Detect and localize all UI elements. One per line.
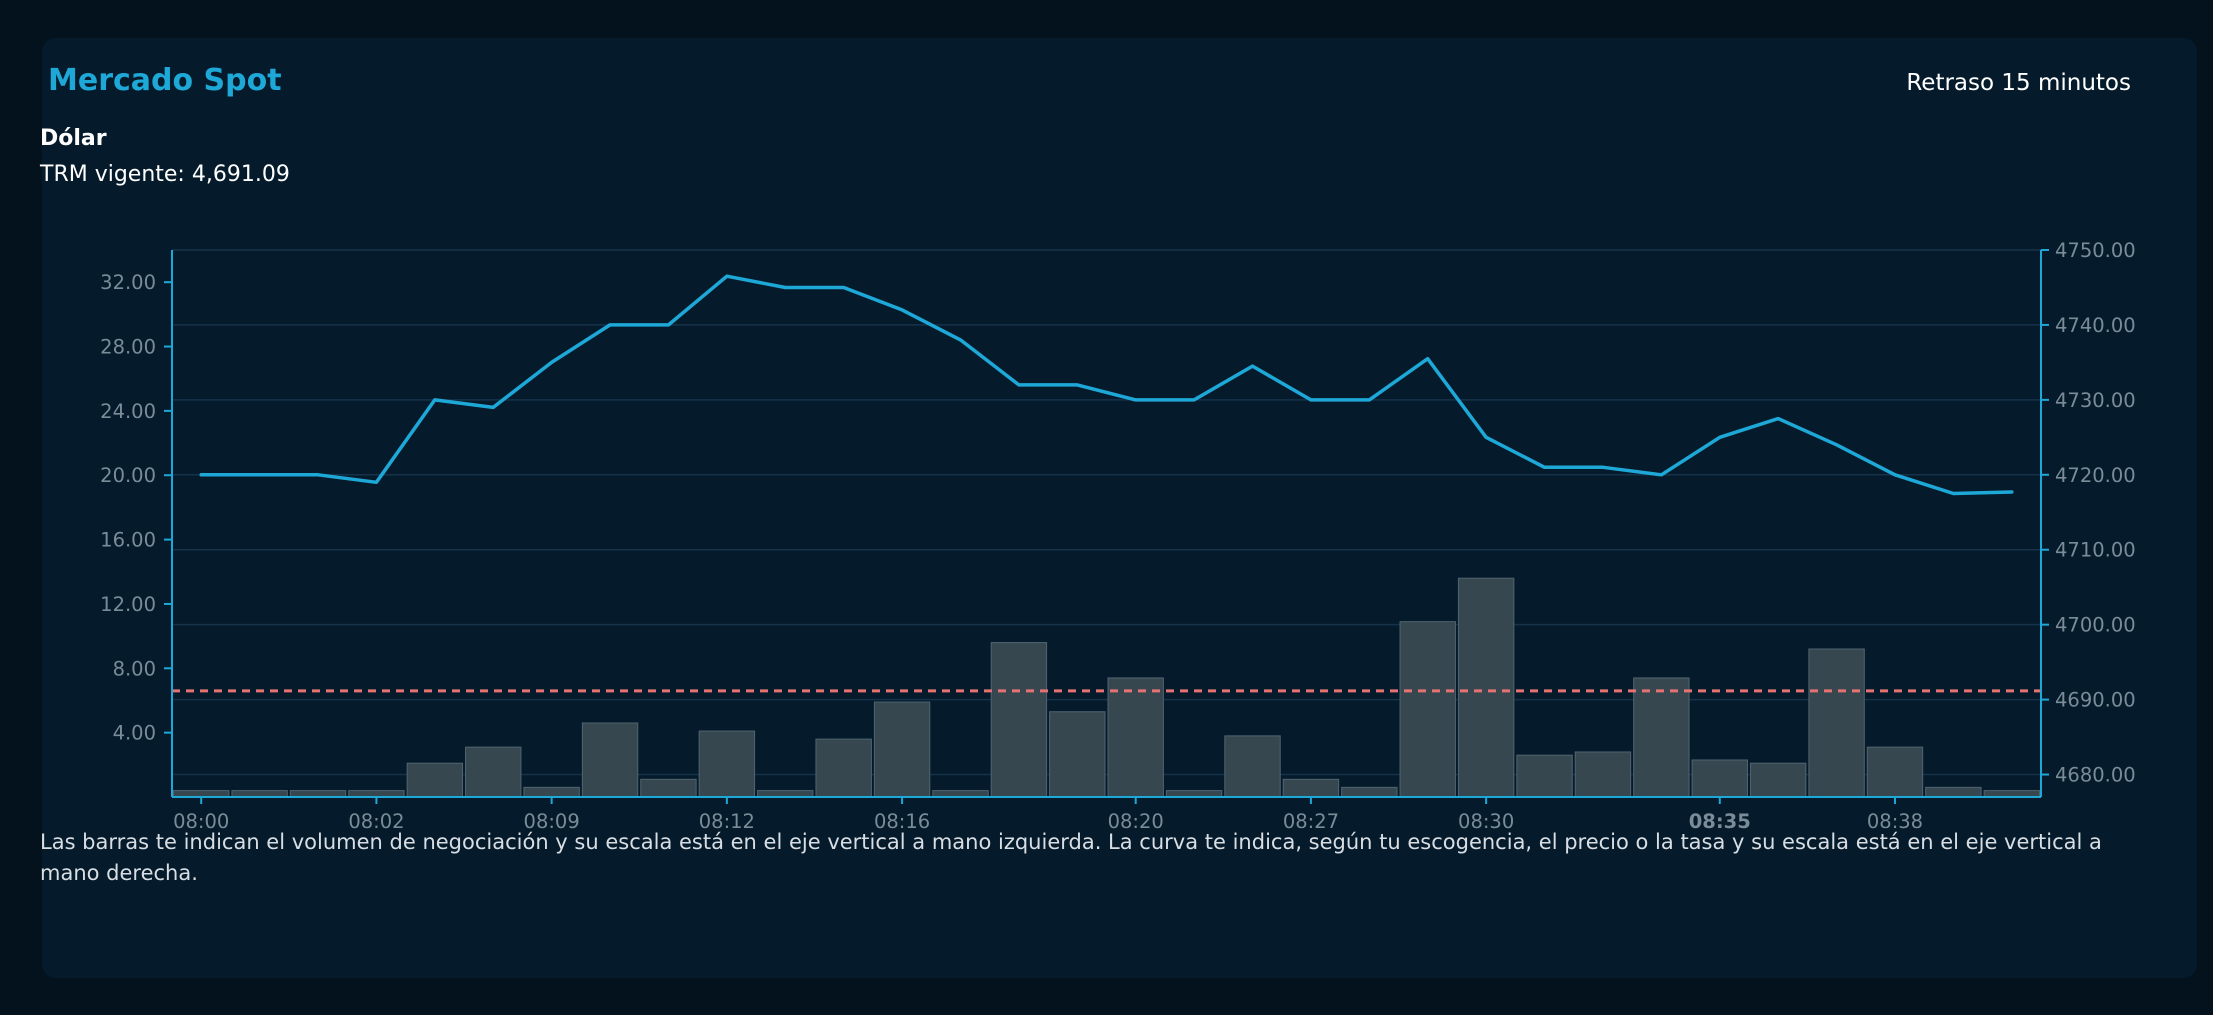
- volume-bar: [1399, 621, 1456, 798]
- right-tick-label: 4710.00: [2055, 539, 2136, 562]
- left-tick-label: 8.00: [113, 657, 156, 680]
- volume-bar: [873, 701, 931, 798]
- volume-bar: [1107, 677, 1164, 798]
- x-tick-label: 08:16: [874, 810, 930, 833]
- volume-bar: [698, 730, 756, 798]
- x-tick-label: 08:20: [1108, 810, 1164, 833]
- left-tick-label: 12.00: [100, 593, 156, 616]
- volume-bar: [1224, 735, 1281, 798]
- volume-bar: [1925, 786, 1982, 798]
- volume-bar: [406, 762, 464, 798]
- x-axis-ticks: 08:00 08:02 08:09 08:12 08:16 08:20 08:27 08:30…: [173, 797, 1923, 833]
- volume-bar: [990, 642, 1048, 798]
- volume-bar: [523, 786, 580, 798]
- left-tick-label: 4.00: [113, 722, 156, 745]
- right-tick-label: 4750.00: [2055, 239, 2136, 262]
- x-tick-label: 08:30: [1458, 810, 1514, 833]
- right-axis-ticks: 4680.00 4690.00 4700.00 4710.00 4720.00 4730.…: [2041, 239, 2136, 787]
- left-tick-label: 28.00: [100, 336, 156, 359]
- volume-bar: [815, 738, 872, 798]
- market-card: [42, 38, 2197, 978]
- volume-bar: [1282, 778, 1340, 798]
- volume-bar: [581, 722, 639, 798]
- volume-bar: [1866, 746, 1924, 798]
- right-tick-label: 4700.00: [2055, 614, 2136, 637]
- x-tick-label: 08:27: [1283, 810, 1339, 833]
- grid-lines: [172, 249, 2041, 776]
- right-tick-label: 4690.00: [2055, 689, 2136, 712]
- volume-bar: [1633, 677, 1690, 798]
- x-tick-label: 08:38: [1867, 810, 1923, 833]
- volume-bar: [1574, 751, 1632, 798]
- left-tick-label: 20.00: [100, 464, 156, 487]
- volume-bar: [1808, 648, 1865, 798]
- volume-bar: [1049, 711, 1106, 798]
- right-tick-label: 4680.00: [2055, 764, 2136, 787]
- left-tick-label: 32.00: [100, 271, 156, 294]
- page-title: Mercado Spot: [48, 63, 282, 98]
- volume-bar: [1516, 754, 1573, 798]
- volume-bar: [1457, 577, 1515, 798]
- volume-bar: [465, 746, 522, 798]
- chart-explanation: Las barras te indican el volumen de nego…: [40, 830, 2102, 885]
- volume-bar: [1691, 759, 1748, 798]
- left-axis-ticks: 4.00 8.00 12.00 16.00 20.00 24.00 28.00 32.00: [100, 271, 172, 745]
- asset-label: Dólar: [40, 126, 107, 151]
- axes: [171, 250, 2042, 798]
- x-tick-label: 08:00: [173, 810, 229, 833]
- left-tick-label: 24.00: [100, 400, 156, 423]
- left-tick-label: 16.00: [100, 529, 156, 552]
- right-tick-label: 4720.00: [2055, 464, 2136, 487]
- x-tick-label: 08:35: [1689, 810, 1751, 833]
- delay-label: Retraso 15 minutos: [1906, 70, 2131, 96]
- right-tick-label: 4740.00: [2055, 314, 2136, 337]
- x-tick-label: 08:12: [699, 810, 755, 833]
- volume-bars: [173, 577, 2040, 798]
- price-line: [199, 274, 2014, 496]
- volume-bar: [1749, 762, 1807, 798]
- price-line-layer: [199, 274, 2014, 496]
- x-tick-label: 08:02: [348, 810, 404, 833]
- volume-bar: [1341, 786, 1398, 798]
- right-tick-label: 4730.00: [2055, 389, 2136, 412]
- trm-label: TRM vigente: 4,691.09: [40, 162, 290, 187]
- volume-bar: [640, 778, 697, 798]
- x-tick-label: 08:09: [524, 810, 580, 833]
